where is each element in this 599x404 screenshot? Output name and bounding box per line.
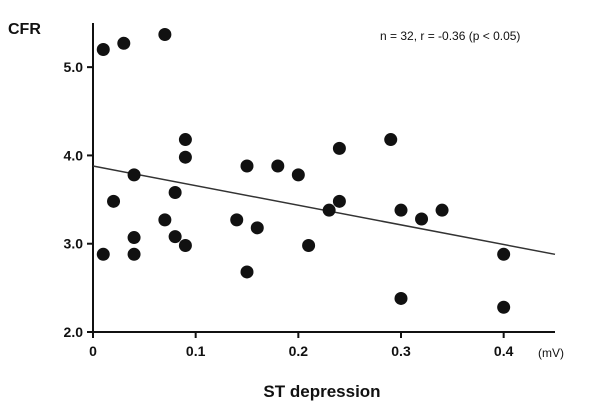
data-point (322, 203, 336, 217)
y-ticks: 2.0 3.0 4.0 5.0 (64, 59, 93, 340)
data-point (240, 265, 254, 279)
x-tick-label: 0 (89, 343, 97, 359)
data-point (178, 133, 192, 147)
data-point (127, 231, 141, 245)
x-tick-label: 0.4 (494, 343, 514, 359)
data-point (240, 159, 254, 173)
data-point (332, 141, 346, 155)
data-point (384, 133, 398, 147)
data-point (435, 203, 449, 217)
y-tick-label: 2.0 (64, 324, 84, 340)
data-points (96, 27, 511, 314)
data-point (107, 194, 121, 208)
data-point (158, 27, 172, 41)
data-point (96, 247, 110, 261)
data-point (168, 186, 182, 200)
data-point (127, 168, 141, 182)
x-axis-unit: (mV) (538, 346, 564, 360)
data-point (394, 203, 408, 217)
x-ticks: 0 0.1 0.2 0.3 0.4 (89, 332, 514, 359)
x-tick-label: 0.1 (186, 343, 206, 359)
data-point (250, 221, 264, 235)
stats-annotation: n = 32, r = -0.36 (p < 0.05) (380, 29, 520, 43)
data-point (302, 238, 316, 252)
data-point (168, 230, 182, 244)
y-tick-label: 5.0 (64, 59, 84, 75)
x-tick-label: 0.3 (391, 343, 411, 359)
data-point (127, 247, 141, 261)
data-point (271, 159, 285, 173)
y-tick-label: 4.0 (64, 147, 84, 163)
data-point (415, 212, 429, 226)
data-point (497, 300, 511, 314)
axes (92, 23, 555, 333)
data-point (178, 238, 192, 252)
data-point (497, 247, 511, 261)
data-point (291, 168, 305, 182)
data-point (332, 194, 346, 208)
data-point (117, 36, 131, 50)
data-point (96, 42, 110, 56)
data-point (394, 291, 408, 305)
y-axis-label: CFR (8, 21, 41, 38)
y-tick-label: 3.0 (64, 236, 84, 252)
data-point (158, 213, 172, 227)
x-axis-label: ST depression (263, 382, 380, 401)
x-tick-label: 0.2 (289, 343, 309, 359)
data-point (178, 150, 192, 164)
data-point (230, 213, 244, 227)
